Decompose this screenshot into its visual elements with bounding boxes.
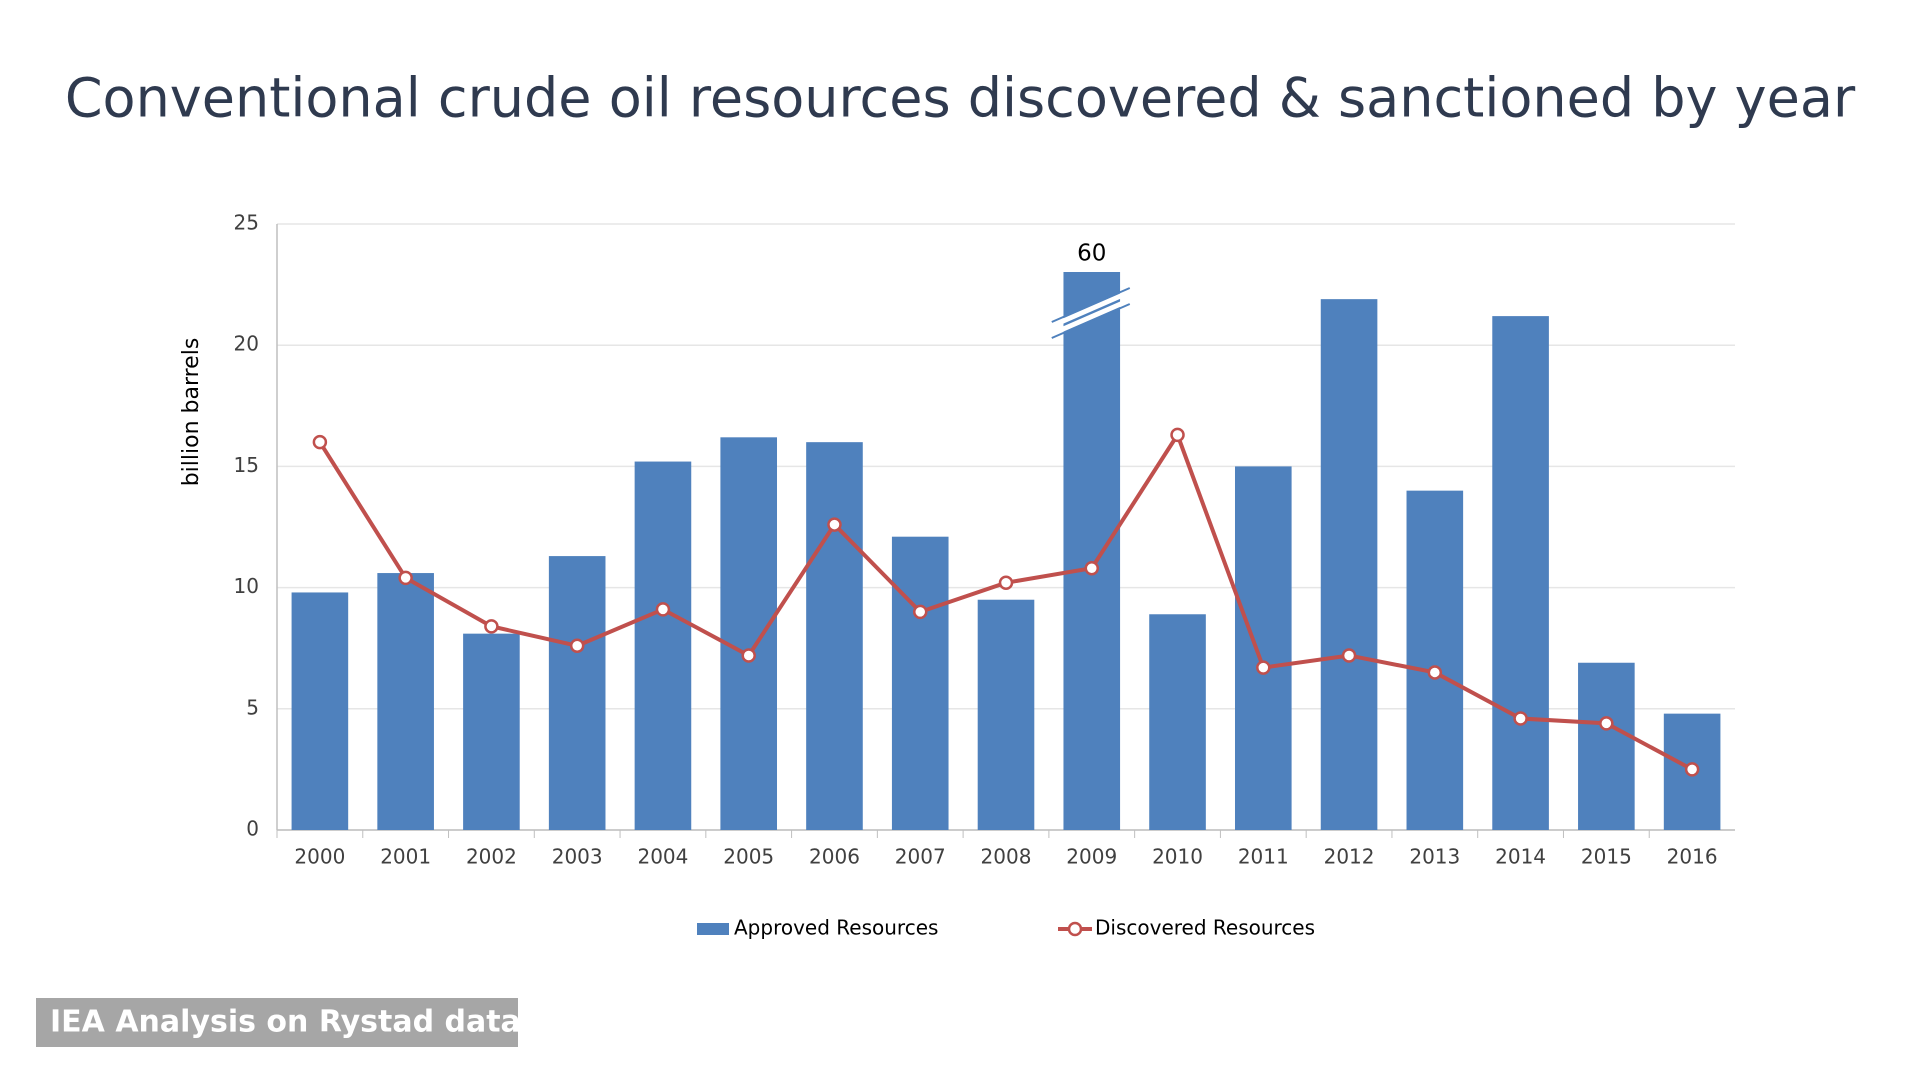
y-tick-label: 20 bbox=[234, 332, 259, 356]
bar bbox=[634, 461, 692, 830]
source-box bbox=[36, 998, 518, 1047]
axis-break bbox=[1050, 289, 1131, 337]
legend-label: Approved Resources bbox=[734, 916, 938, 940]
x-tick-label: 2000 bbox=[294, 845, 345, 869]
line-marker bbox=[1170, 427, 1185, 443]
x-tick-label: 2001 bbox=[380, 845, 431, 869]
bar bbox=[463, 633, 520, 830]
line-marker bbox=[998, 575, 1014, 591]
line-marker bbox=[912, 604, 928, 620]
y-tick-label: 10 bbox=[234, 574, 259, 598]
bar bbox=[1406, 490, 1464, 830]
x-tick-label: 2008 bbox=[981, 845, 1032, 869]
bar bbox=[1578, 662, 1635, 830]
y-tick-label: 25 bbox=[234, 211, 259, 235]
bars bbox=[291, 272, 1721, 830]
bar bbox=[1063, 272, 1121, 830]
x-tick-label: 2016 bbox=[1667, 845, 1718, 869]
y-axis-label: billion barrels bbox=[179, 338, 204, 487]
line-marker bbox=[1256, 660, 1271, 675]
line-marker bbox=[1513, 711, 1528, 726]
bar bbox=[377, 573, 434, 830]
x-tick-label: 2011 bbox=[1238, 845, 1289, 869]
bar bbox=[291, 592, 349, 830]
y-tick-label: 0 bbox=[246, 817, 259, 841]
line-marker bbox=[1599, 716, 1614, 731]
line-marker bbox=[398, 570, 413, 586]
x-tick-label: 2015 bbox=[1581, 845, 1632, 869]
x-tick-label: 2002 bbox=[466, 845, 517, 869]
bar bbox=[1492, 316, 1549, 830]
bar bbox=[891, 536, 949, 830]
x-tick-label: 2010 bbox=[1152, 845, 1203, 869]
legend-swatch bbox=[697, 923, 729, 935]
x-tick-label: 2004 bbox=[637, 845, 688, 869]
line-marker bbox=[1684, 762, 1700, 777]
axis-break bbox=[1051, 287, 1131, 339]
x-tick-label: 2012 bbox=[1324, 845, 1375, 869]
bar bbox=[806, 442, 863, 830]
line-marker bbox=[484, 619, 499, 634]
x-tick-label: 2005 bbox=[723, 845, 774, 869]
line-marker bbox=[827, 517, 842, 532]
line-marker bbox=[741, 648, 756, 663]
legend-swatch bbox=[1067, 921, 1083, 937]
legend-label: Discovered Resources bbox=[1095, 916, 1315, 940]
line-marker bbox=[312, 434, 328, 450]
chart-title: Conventional crude oil resources discove… bbox=[65, 67, 1856, 130]
bar bbox=[1234, 466, 1292, 830]
y-tick-label: 5 bbox=[246, 695, 259, 719]
line-marker bbox=[1427, 665, 1443, 680]
bar bbox=[548, 556, 606, 830]
bar bbox=[1320, 299, 1378, 830]
data-label: 60 bbox=[1077, 241, 1106, 267]
x-tick-label: 2014 bbox=[1495, 845, 1546, 869]
bar bbox=[720, 437, 778, 830]
x-tick-label: 2007 bbox=[895, 845, 946, 869]
line-marker bbox=[1341, 648, 1357, 663]
bar bbox=[977, 599, 1035, 830]
bar bbox=[1149, 614, 1206, 830]
x-tick-label: 2009 bbox=[1066, 845, 1117, 869]
y-tick-label: 15 bbox=[234, 453, 259, 477]
line-marker bbox=[655, 602, 671, 617]
x-tick-label: 2003 bbox=[552, 845, 603, 869]
source-note: IEA Analysis on Rystad data bbox=[50, 1005, 521, 1040]
x-tick-label: 2013 bbox=[1409, 845, 1460, 869]
line-marker bbox=[569, 638, 585, 654]
line-marker bbox=[1084, 560, 1100, 576]
x-tick-label: 2006 bbox=[809, 845, 860, 869]
